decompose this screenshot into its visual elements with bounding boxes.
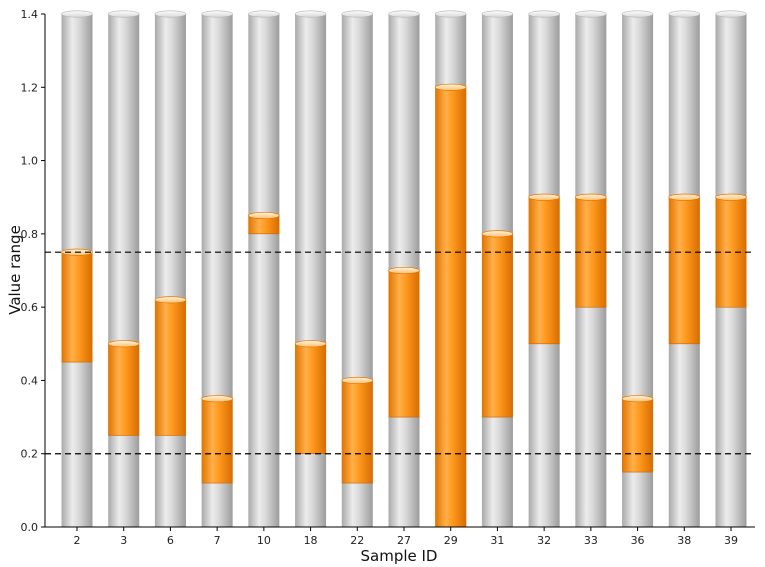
column-33 — [575, 10, 607, 527]
range-bar-cap — [715, 193, 747, 201]
x-tick-label: 33 — [584, 534, 598, 547]
x-tick-label: 31 — [490, 534, 504, 547]
y-tick-label: 1.4 — [21, 8, 39, 21]
y-tick-label: 1.0 — [21, 155, 39, 168]
range-bar-cap — [481, 230, 514, 238]
column-body — [248, 14, 280, 527]
column-cap — [294, 10, 327, 18]
x-tick-label: 2 — [74, 534, 81, 547]
column-29 — [434, 10, 467, 528]
x-tick-label: 10 — [257, 534, 271, 547]
range-bar-2 — [61, 252, 93, 363]
y-tick-label: 0.2 — [21, 448, 39, 461]
column-38 — [668, 10, 701, 527]
x-tick-label: 22 — [350, 534, 364, 547]
column-cap — [61, 10, 93, 18]
column-7 — [201, 10, 233, 527]
plot-area — [45, 10, 755, 528]
x-tick-label: 38 — [677, 534, 691, 547]
range-bar-18 — [295, 343, 327, 454]
x-tick-label: 39 — [724, 534, 738, 547]
axes: 0.00.20.40.60.81.01.21.42 3 6 7 10 18 22 27 29 31… — [21, 8, 755, 547]
column-cap — [201, 10, 233, 18]
y-tick-label: 0.4 — [21, 374, 39, 387]
y-tick-label: 0.8 — [21, 228, 39, 241]
x-tick-label: 36 — [631, 534, 645, 547]
column-cap — [575, 10, 607, 18]
y-tick-label: 1.2 — [21, 81, 39, 94]
x-axis-title: Sample ID — [361, 547, 438, 565]
column-3 — [107, 10, 140, 527]
column-cap — [248, 10, 280, 18]
range-bar-cap — [154, 296, 187, 304]
range-bar-7 — [201, 398, 233, 484]
range-bar-32 — [528, 197, 560, 344]
column-18 — [294, 10, 327, 527]
column-cap — [107, 10, 140, 18]
range-bar-22 — [341, 380, 373, 484]
column-31 — [481, 10, 514, 527]
x-tick-label: 3 — [120, 534, 127, 547]
y-tick-label: 0.6 — [21, 301, 39, 314]
range-bar-cap — [248, 211, 280, 220]
column-36 — [621, 10, 654, 527]
column-body — [108, 14, 140, 527]
range-bar-cap — [528, 193, 560, 201]
range-bar-3 — [108, 343, 140, 436]
y-axis-title: Value range — [6, 225, 24, 315]
column-27 — [388, 10, 420, 527]
x-tick-label: 29 — [444, 534, 458, 547]
column-6 — [154, 10, 187, 527]
column-body — [154, 14, 186, 527]
x-tick-label: 27 — [397, 534, 411, 547]
column-cap — [621, 10, 654, 18]
column-cap — [388, 10, 420, 18]
column-cap — [668, 10, 701, 18]
range-bar-cap — [201, 395, 233, 403]
column-22 — [341, 10, 374, 527]
range-bar-cap — [107, 340, 140, 348]
range-bar-cap — [621, 395, 654, 403]
range-bar-10 — [248, 215, 280, 234]
range-bar-29 — [435, 87, 467, 528]
column-cap — [481, 10, 514, 18]
range-bar-6 — [154, 299, 186, 436]
column-cap — [154, 10, 187, 18]
column-cap — [341, 10, 374, 18]
column-2 — [61, 10, 93, 527]
range-bar-cap — [388, 266, 420, 275]
range-bar-36 — [622, 398, 654, 473]
column-cap — [434, 10, 467, 18]
x-tick-label: 7 — [214, 534, 221, 547]
range-bar-cap — [575, 193, 607, 201]
x-tick-label: 32 — [537, 534, 551, 547]
range-bar-31 — [481, 233, 513, 418]
x-tick-label: 6 — [167, 534, 174, 547]
range-bar-cap — [434, 83, 467, 91]
x-tick-label: 18 — [304, 534, 318, 547]
column-cap — [715, 10, 747, 18]
column-32 — [528, 10, 560, 527]
y-tick-label: 0.0 — [21, 521, 39, 534]
range-bar-38 — [668, 197, 700, 344]
column-10 — [248, 10, 280, 527]
range-bar-27 — [388, 270, 420, 418]
range-bar-cap — [341, 376, 374, 384]
column-39 — [715, 10, 747, 527]
range-bar-cap — [668, 193, 701, 201]
column-cap — [528, 10, 560, 18]
range-bar-cap — [294, 340, 327, 348]
